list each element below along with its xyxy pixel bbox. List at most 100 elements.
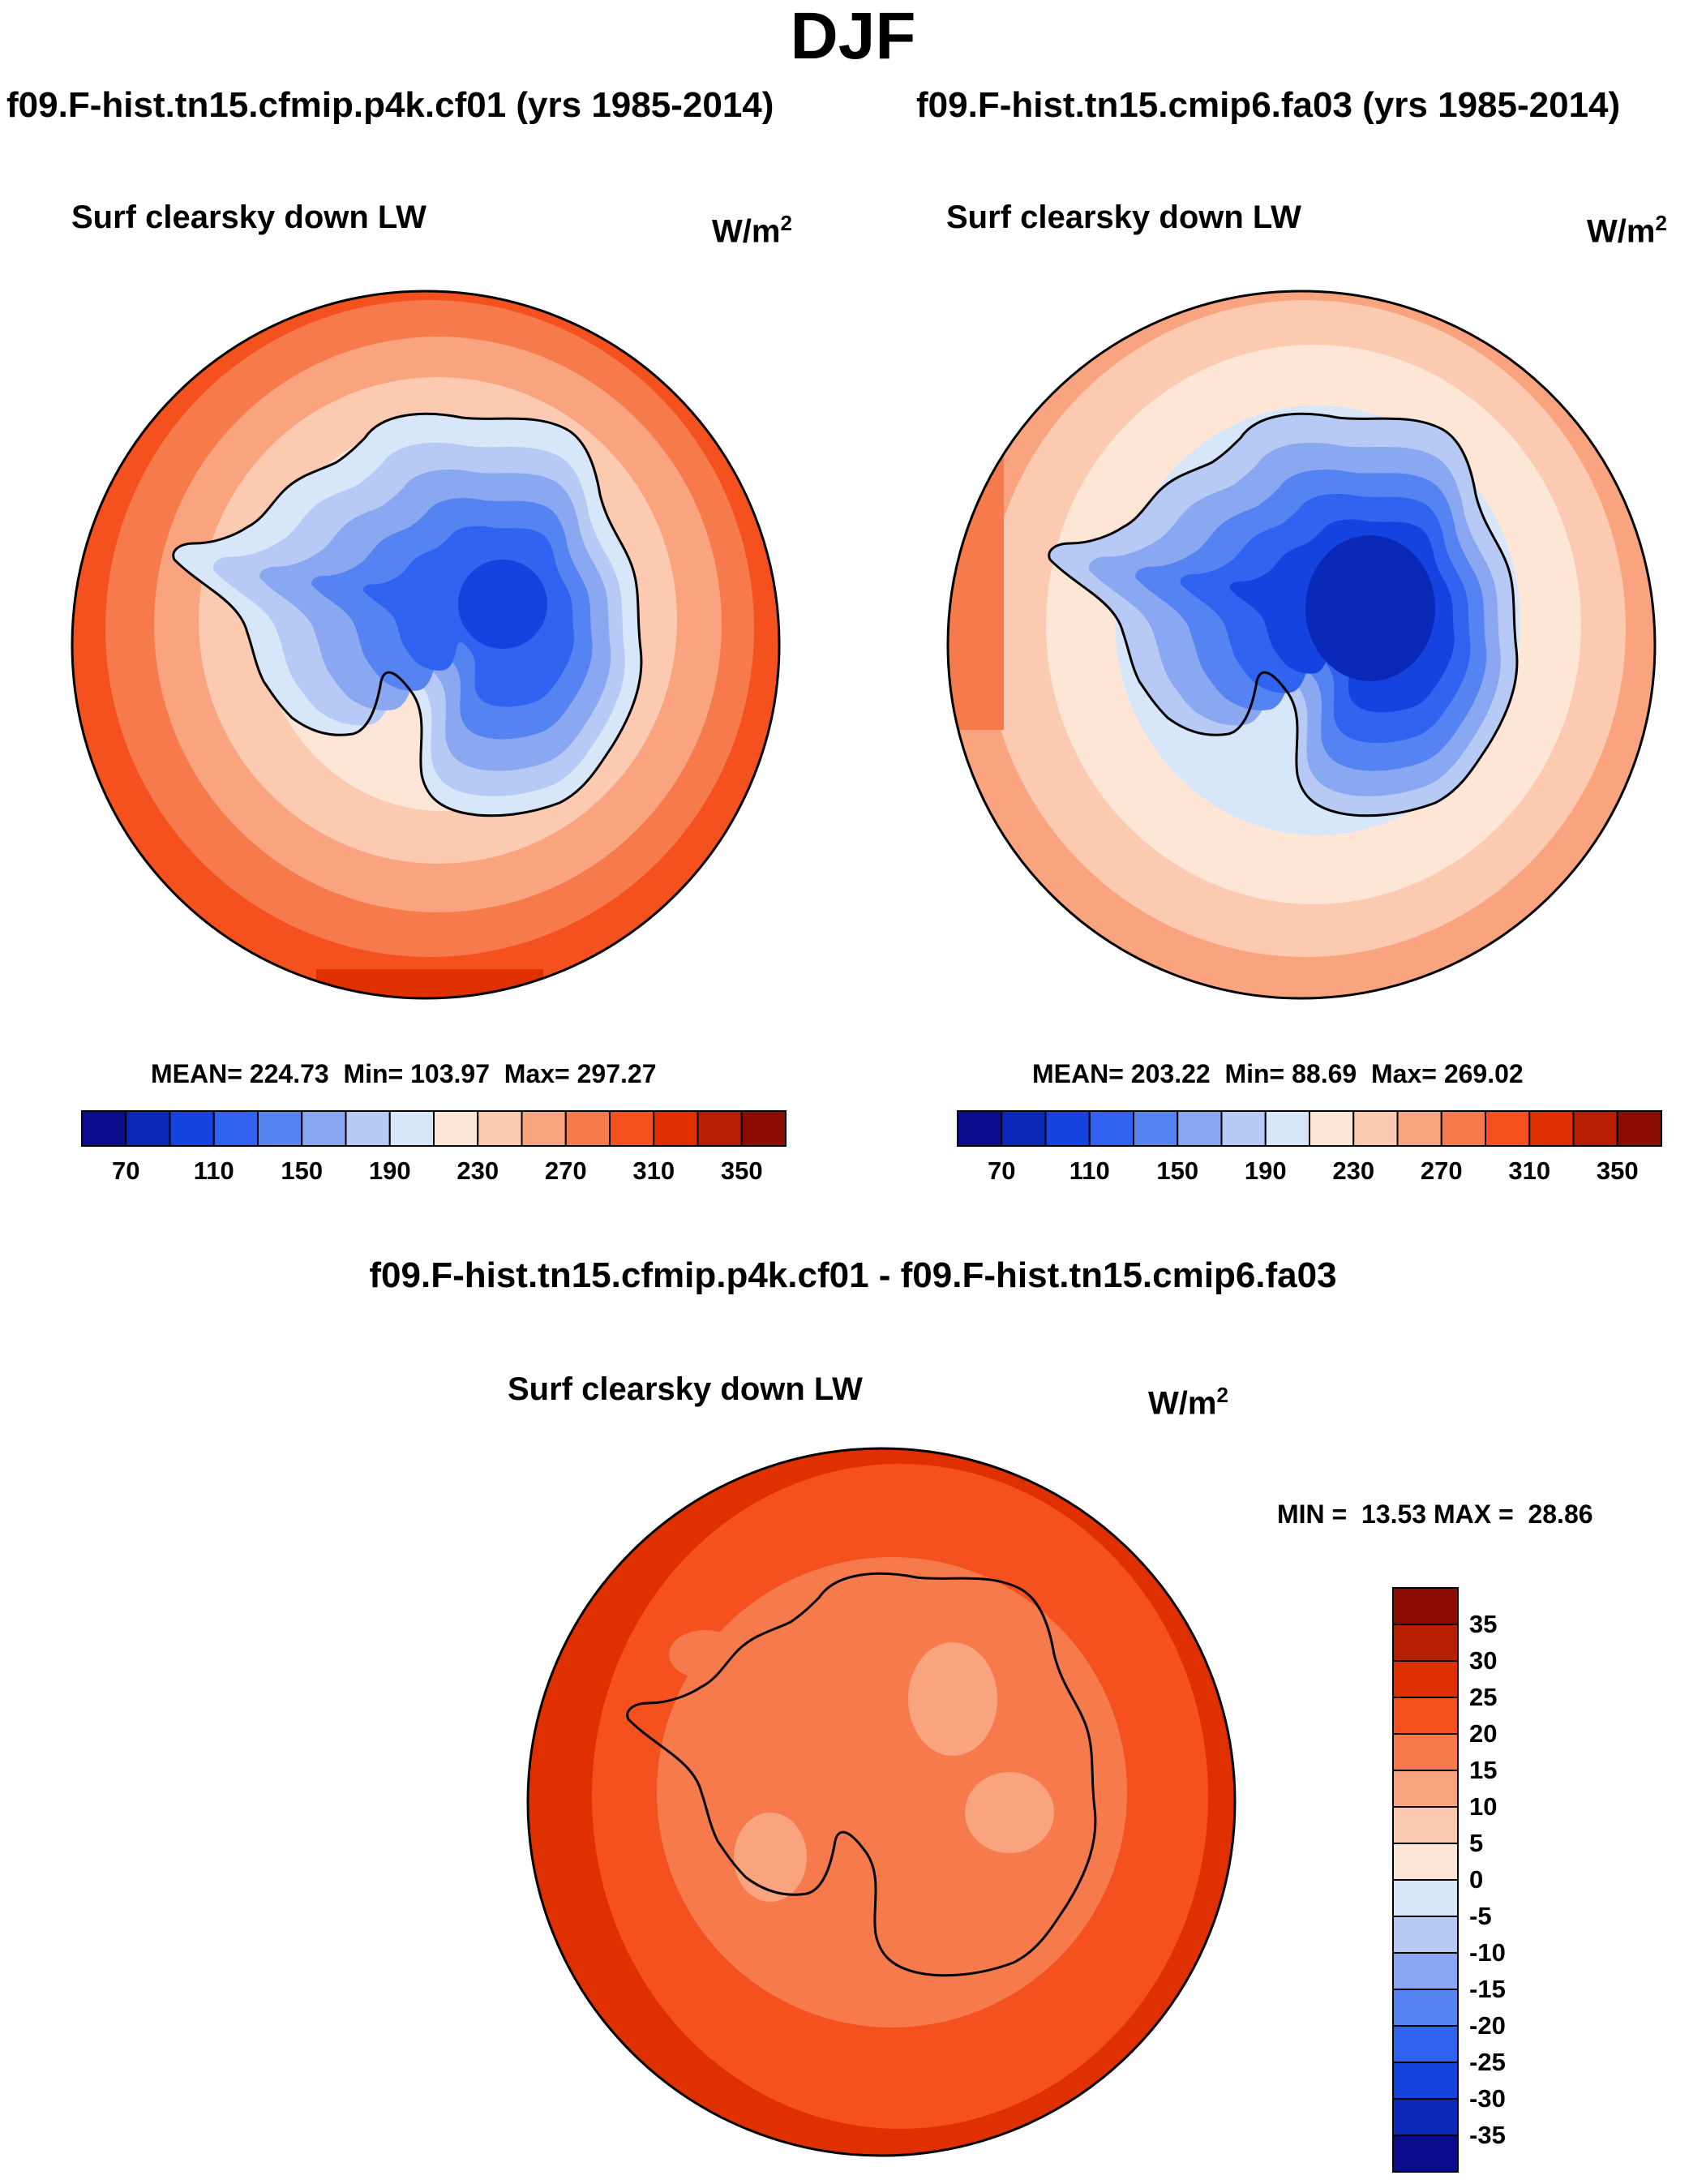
colorbar-tick-label: 20 xyxy=(1469,1719,1498,1748)
colorbar-swatch xyxy=(1392,1770,1459,1808)
colorbar-swatch xyxy=(1001,1110,1047,1147)
colorbar-swatch xyxy=(1392,2025,1459,2063)
colorbar-swatch xyxy=(1264,1110,1310,1147)
diff-title: f09.F-hist.tn15.cfmip.p4k.cf01 - f09.F-h… xyxy=(369,1255,1337,1295)
diff-variable-label: Surf clearsky down LW xyxy=(508,1371,863,1407)
figure-title: DJF xyxy=(790,0,916,73)
colorbar-swatch xyxy=(1392,2062,1459,2100)
diff-units: W/m2 xyxy=(1148,1383,1228,1422)
colorbar-swatch xyxy=(1044,1110,1091,1147)
panel1-case-title: f09.F-hist.tn15.cfmip.p4k.cf01 (yrs 1985… xyxy=(6,85,774,125)
colorbar-swatch xyxy=(1392,1660,1459,1698)
colorbar-swatch xyxy=(1133,1110,1179,1147)
colorbar-swatch xyxy=(653,1110,699,1147)
colorbar-tick-label: 0 xyxy=(1469,1865,1484,1894)
panel2-colorbar xyxy=(957,1110,1662,1147)
colorbar-tick-label: 190 xyxy=(368,1156,411,1185)
colorbar-swatch xyxy=(1392,1989,1459,2027)
colorbar-tick-label: 15 xyxy=(1469,1756,1498,1784)
colorbar-swatch xyxy=(169,1110,215,1147)
colorbar-tick-label: 270 xyxy=(1420,1156,1463,1185)
colorbar-tick-label: 110 xyxy=(193,1156,234,1185)
colorbar-swatch xyxy=(1220,1110,1267,1147)
colorbar-swatch xyxy=(1616,1110,1662,1147)
colorbar-swatch xyxy=(1392,1916,1459,1954)
colorbar-swatch xyxy=(1392,1587,1459,1625)
colorbar-swatch xyxy=(1309,1110,1355,1147)
colorbar-tick-label: -30 xyxy=(1469,2084,1506,2113)
colorbar-swatch xyxy=(957,1110,1003,1147)
colorbar-swatch xyxy=(1392,1952,1459,1990)
colorbar-tick-label: -25 xyxy=(1469,2048,1506,2076)
colorbar-swatch xyxy=(740,1110,787,1147)
colorbar-swatch xyxy=(1392,2098,1459,2136)
colorbar-swatch xyxy=(125,1110,171,1147)
colorbar-swatch xyxy=(301,1110,347,1147)
panel1-variable-label: Surf clearsky down LW xyxy=(71,200,426,235)
colorbar-tick-label: 190 xyxy=(1244,1156,1287,1185)
colorbar-tick-label: 230 xyxy=(1332,1156,1375,1185)
colorbar-swatch xyxy=(1392,1697,1459,1735)
colorbar-tick-label: 310 xyxy=(632,1156,675,1185)
colorbar-swatch xyxy=(1392,1733,1459,1771)
colorbar-swatch xyxy=(433,1110,479,1147)
panel1-edge-max xyxy=(316,969,543,998)
diff-map xyxy=(526,1447,1237,2157)
colorbar-swatch xyxy=(477,1110,523,1147)
panel1-map-border xyxy=(71,290,781,1000)
diff-colorbar xyxy=(1392,1587,1459,2173)
colorbar-swatch xyxy=(609,1110,655,1147)
colorbar-swatch xyxy=(1392,1843,1459,1881)
colorbar-swatch xyxy=(697,1110,743,1147)
diff-patch-b xyxy=(965,1772,1054,1853)
colorbar-tick-label: -15 xyxy=(1469,1975,1506,2003)
colorbar-tick-label: -5 xyxy=(1469,1902,1492,1930)
colorbar-tick-label: 350 xyxy=(720,1156,763,1185)
colorbar-tick-label: 230 xyxy=(457,1156,499,1185)
colorbar-swatch xyxy=(257,1110,303,1147)
panel1-continent-core xyxy=(458,560,547,649)
panel1-units: W/m2 xyxy=(712,211,792,250)
panel2-case-title: f09.F-hist.tn15.cmip6.fa03 (yrs 1985-201… xyxy=(916,85,1621,125)
colorbar-tick-label: 70 xyxy=(112,1156,140,1185)
panel2-stats: MEAN= 203.22 Min= 88.69 Max= 269.02 xyxy=(1032,1059,1524,1088)
panel2-map xyxy=(946,290,1657,1000)
diff-band-15 xyxy=(657,1557,1127,2027)
colorbar-tick-label: 270 xyxy=(544,1156,587,1185)
colorbar-tick-label: -35 xyxy=(1469,2121,1506,2149)
colorbar-swatch xyxy=(1392,1879,1459,1917)
diff-map-border xyxy=(526,1447,1237,2157)
panel1-colorbar xyxy=(81,1110,787,1147)
colorbar-tick-label: 35 xyxy=(1469,1610,1498,1638)
colorbar-swatch xyxy=(1392,1806,1459,1844)
colorbar-swatch xyxy=(521,1110,567,1147)
panel1-map xyxy=(71,290,781,1000)
colorbar-tick-label: 150 xyxy=(281,1156,324,1185)
colorbar-swatch xyxy=(1088,1110,1134,1147)
colorbar-swatch xyxy=(1177,1110,1223,1147)
colorbar-tick-label: 150 xyxy=(1156,1156,1199,1185)
colorbar-tick-label: -20 xyxy=(1469,2011,1506,2040)
colorbar-tick-label: 110 xyxy=(1069,1156,1110,1185)
colorbar-swatch xyxy=(564,1110,611,1147)
colorbar-swatch xyxy=(1485,1110,1531,1147)
colorbar-tick-label: -10 xyxy=(1469,1938,1506,1967)
colorbar-tick-label: 70 xyxy=(988,1156,1016,1185)
colorbar-tick-label: 5 xyxy=(1469,1829,1484,1857)
diff-stats: MIN = 13.53 MAX = 28.86 xyxy=(1277,1500,1593,1529)
colorbar-tick-label: 30 xyxy=(1469,1646,1498,1675)
colorbar-swatch xyxy=(388,1110,435,1147)
colorbar-swatch xyxy=(1392,2135,1459,2173)
colorbar-tick-label: 350 xyxy=(1596,1156,1639,1185)
colorbar-swatch xyxy=(212,1110,259,1147)
colorbar-tick-label: 10 xyxy=(1469,1792,1498,1821)
colorbar-swatch xyxy=(1528,1110,1575,1147)
colorbar-swatch xyxy=(81,1110,127,1147)
panel2-variable-label: Surf clearsky down LW xyxy=(946,200,1301,235)
panel2-units: W/m2 xyxy=(1587,211,1667,250)
colorbar-swatch xyxy=(1352,1110,1399,1147)
panel1-stats: MEAN= 224.73 Min= 103.97 Max= 297.27 xyxy=(151,1059,657,1088)
colorbar-swatch xyxy=(1572,1110,1618,1147)
colorbar-swatch xyxy=(1392,1624,1459,1662)
